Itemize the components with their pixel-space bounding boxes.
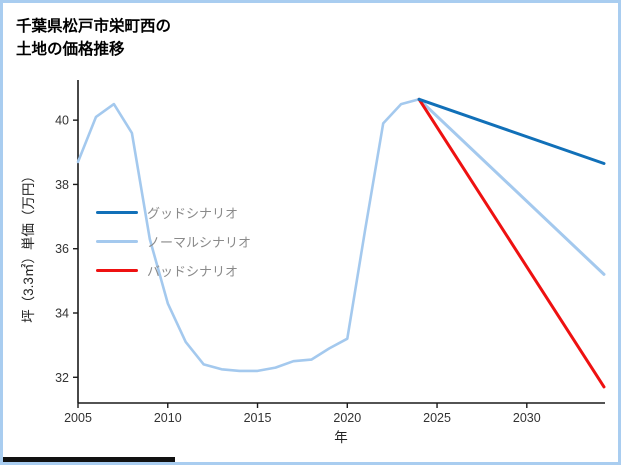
y-axis-label: 坪（3.3㎡）単価（万円） — [21, 169, 36, 323]
series-good — [417, 97, 606, 165]
x-tick-label: 2025 — [423, 411, 451, 425]
bottom-edge-bar — [3, 457, 175, 462]
legend-line-normal — [96, 240, 138, 243]
legend-item-bad: バッドシナリオ — [96, 261, 251, 280]
x-tick-label: 2005 — [64, 411, 92, 425]
series-history — [76, 98, 421, 373]
x-tick-label: 2030 — [513, 411, 541, 425]
x-tick-label: 2010 — [154, 411, 182, 425]
legend-line-bad — [96, 269, 138, 272]
x-tick-label: 2020 — [333, 411, 361, 425]
legend-line-good — [96, 211, 138, 214]
legend-label-bad: バッドシナリオ — [147, 264, 239, 279]
y-tick-label: 34 — [55, 307, 69, 321]
chart-title: 千葉県松戸市栄町西の 土地の価格推移 — [16, 15, 171, 61]
price-trend-chart: 2005 2010 2015 2020 2025 2030 32 34 36 38 40 — [55, 80, 606, 425]
y-tick-label: 32 — [55, 371, 69, 385]
series-bad — [417, 97, 606, 389]
x-axis-label: 年 — [334, 430, 348, 445]
legend-item-good: グッドシナリオ — [96, 203, 251, 222]
y-tick-label: 38 — [55, 178, 69, 192]
legend-item-normal: ノーマルシナリオ — [96, 232, 251, 251]
legend-label-normal: ノーマルシナリオ — [147, 235, 252, 250]
legend-label-good: グッドシナリオ — [147, 206, 239, 221]
legend: グッドシナリオ ノーマルシナリオ バッドシナリオ — [96, 203, 251, 280]
chart-title-line2: 土地の価格推移 — [16, 41, 125, 58]
chart-title-line1: 千葉県松戸市栄町西の — [16, 18, 172, 35]
y-tick-label: 36 — [55, 242, 69, 256]
series-normal — [417, 97, 606, 276]
y-tick-label: 40 — [55, 114, 69, 128]
x-tick-label: 2015 — [244, 411, 272, 425]
